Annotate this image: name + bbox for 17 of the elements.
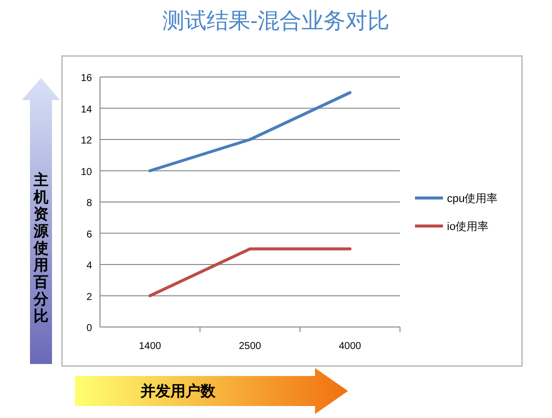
y-tick-label: 6 [86, 229, 92, 240]
x-tick-label: 1400 [138, 341, 162, 352]
y-tick-label: 12 [80, 136, 92, 146]
text: 主机资源使用百分比 [34, 172, 48, 325]
y-tick-label: 0 [86, 323, 92, 334]
y-tick-label: 8 [86, 198, 92, 209]
y-tick-label: 14 [80, 104, 92, 116]
x-axis-title: 并发用户数 [140, 382, 216, 400]
legend-label: cpu使用率 [447, 192, 498, 205]
y-tick-label: 4 [86, 260, 92, 272]
chart-title: 测试结果-混合业务对比 [162, 8, 390, 33]
legend-label: io使用率 [447, 220, 489, 233]
x-tick-label: 2500 [238, 341, 262, 352]
y-tick-label: 16 [80, 73, 92, 84]
x-tick-label: 4000 [338, 341, 362, 352]
y-tick-label: 10 [80, 166, 92, 178]
y-tick-label: 2 [86, 292, 92, 303]
